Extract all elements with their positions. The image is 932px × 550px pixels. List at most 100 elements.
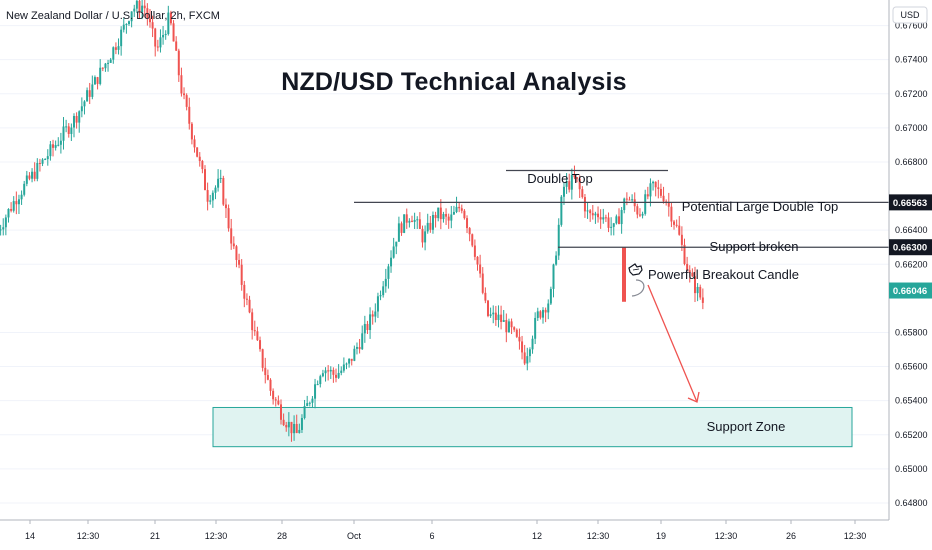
price-tick-label: 0.67400	[895, 55, 928, 65]
candle-body	[620, 210, 623, 225]
candle-body	[557, 224, 560, 256]
candle-body	[683, 244, 686, 264]
currency-badge[interactable]	[892, 6, 928, 24]
candle-body	[597, 213, 600, 218]
candle-body	[531, 338, 534, 350]
candle-body	[691, 272, 694, 277]
candle-body	[17, 199, 20, 205]
candle-body	[573, 175, 576, 178]
time-tick-label: 12	[532, 531, 542, 541]
candle-body	[245, 298, 248, 300]
candle-body	[46, 156, 49, 160]
candle-body	[141, 5, 144, 13]
candle-body	[342, 364, 345, 371]
candle-body	[424, 231, 427, 243]
candle-body	[455, 206, 458, 212]
candle-body	[549, 288, 552, 304]
candle-body	[654, 181, 657, 188]
candle-body	[552, 264, 555, 289]
candle-body	[562, 186, 565, 197]
projection-arrow-layer	[647, 284, 700, 403]
breakout-connector	[631, 279, 645, 297]
candle-body	[332, 369, 335, 375]
price-tag	[889, 239, 932, 256]
candle-body	[534, 317, 537, 339]
candle-body	[128, 21, 131, 24]
candle-body	[204, 169, 207, 191]
time-tick-label: 21	[150, 531, 160, 541]
candle-body	[314, 384, 317, 399]
candle-body	[696, 286, 699, 294]
candle-body	[363, 323, 366, 334]
candle-body	[251, 312, 254, 331]
candle-body	[0, 229, 2, 231]
time-tick-label: 12:30	[205, 531, 228, 541]
candle-body	[44, 159, 47, 161]
price-tick-label: 0.65600	[895, 362, 928, 372]
candle-body	[439, 207, 442, 220]
candle-body	[306, 403, 309, 407]
candle-body	[253, 330, 256, 332]
candle-body	[308, 402, 311, 404]
candle-body	[335, 374, 338, 378]
candle-body	[631, 199, 634, 201]
candle-body	[494, 312, 497, 321]
price-tag	[889, 194, 932, 211]
candle-body	[279, 404, 282, 420]
candle-body	[431, 214, 434, 230]
candle-body	[355, 347, 358, 349]
candle-body	[36, 162, 39, 179]
price-tick-label: 0.67200	[895, 89, 928, 99]
candle-body	[151, 22, 154, 29]
candle-body	[33, 171, 36, 179]
candle-body	[272, 390, 275, 400]
candle-body	[384, 278, 387, 287]
price-axis[interactable]: 0.67600 0.67400 0.67200 0.67000 0.66800 0.664…	[895, 21, 928, 508]
candle-body	[673, 221, 676, 225]
candle-body	[646, 194, 649, 197]
time-tick-label: 14	[25, 531, 35, 541]
candle-body	[376, 296, 379, 312]
candle-body	[190, 123, 193, 140]
price-tick-label: 0.64800	[895, 498, 928, 508]
price-tick-label: 0.65800	[895, 327, 928, 337]
candle-body	[159, 37, 162, 48]
candle-body	[442, 214, 445, 220]
candle-body	[143, 5, 146, 9]
candle-body	[20, 194, 23, 200]
candle-body	[201, 160, 204, 170]
candle-body	[458, 206, 461, 209]
candle-body	[437, 207, 440, 219]
candle-body	[52, 144, 55, 148]
candle-body	[290, 421, 293, 434]
candle-body	[497, 314, 500, 321]
candle-body	[91, 84, 94, 97]
candle-body	[57, 144, 60, 146]
candle-body	[618, 216, 621, 225]
candle-body	[476, 256, 479, 265]
candle-body	[156, 46, 159, 48]
candle-body	[392, 246, 395, 258]
candle-body	[10, 208, 13, 211]
support-broken-label: Support broken	[710, 239, 799, 254]
candle-body	[138, 0, 141, 13]
currency-badge-label: USD	[900, 10, 920, 20]
time-axis[interactable]: 14 12:30 21 12:30 28 Oct 6 12 12:30 19 12:30 26 12:3…	[25, 520, 866, 541]
candle-body	[693, 276, 696, 294]
candle-body	[667, 202, 670, 207]
candle-body	[206, 190, 209, 202]
candle-body	[371, 314, 374, 317]
candle-body	[101, 67, 104, 69]
candle-body	[59, 140, 62, 145]
candle-body	[539, 311, 542, 318]
candle-body	[623, 198, 626, 211]
candle-body	[586, 210, 589, 212]
candle-body	[188, 106, 191, 124]
candle-body	[518, 336, 521, 342]
candle-body	[324, 370, 327, 374]
candle-body	[65, 126, 68, 128]
time-tick-label: 12:30	[77, 531, 100, 541]
candle-body	[612, 223, 615, 227]
candle-body	[300, 417, 303, 430]
price-tick-label: 0.66800	[895, 157, 928, 167]
